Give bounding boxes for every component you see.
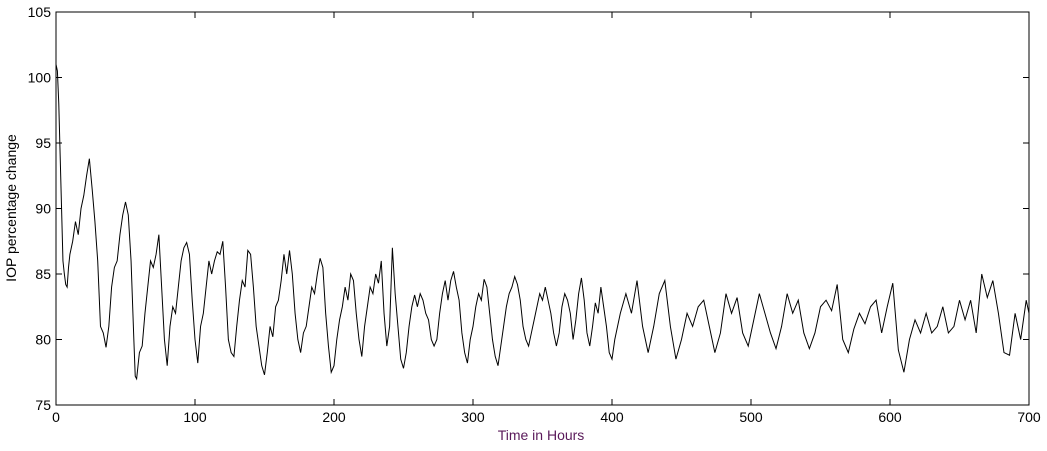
plot-frame <box>55 11 1030 406</box>
data-line <box>55 64 1030 381</box>
y-tick-label: 75 <box>35 397 51 413</box>
x-tick-label: 300 <box>461 409 485 425</box>
y-tick-label: 85 <box>35 266 51 282</box>
x-tick-label: 600 <box>878 409 902 425</box>
y-tick-label: 105 <box>28 4 52 20</box>
x-tick-label: 100 <box>183 409 207 425</box>
x-axis-label: Time in Hours <box>498 427 585 443</box>
y-tick-label: 100 <box>28 70 52 86</box>
x-tick-label: 700 <box>1017 409 1041 425</box>
y-tick-label: 90 <box>35 201 51 217</box>
y-axis-label: IOP percentage change <box>3 134 19 282</box>
x-tick-label: 200 <box>322 409 346 425</box>
y-tick-label: 80 <box>35 332 51 348</box>
y-tick-label: 95 <box>35 135 51 151</box>
x-tick-label: 500 <box>739 409 763 425</box>
x-tick-label: 400 <box>600 409 624 425</box>
x-tick-label: 0 <box>52 409 60 425</box>
